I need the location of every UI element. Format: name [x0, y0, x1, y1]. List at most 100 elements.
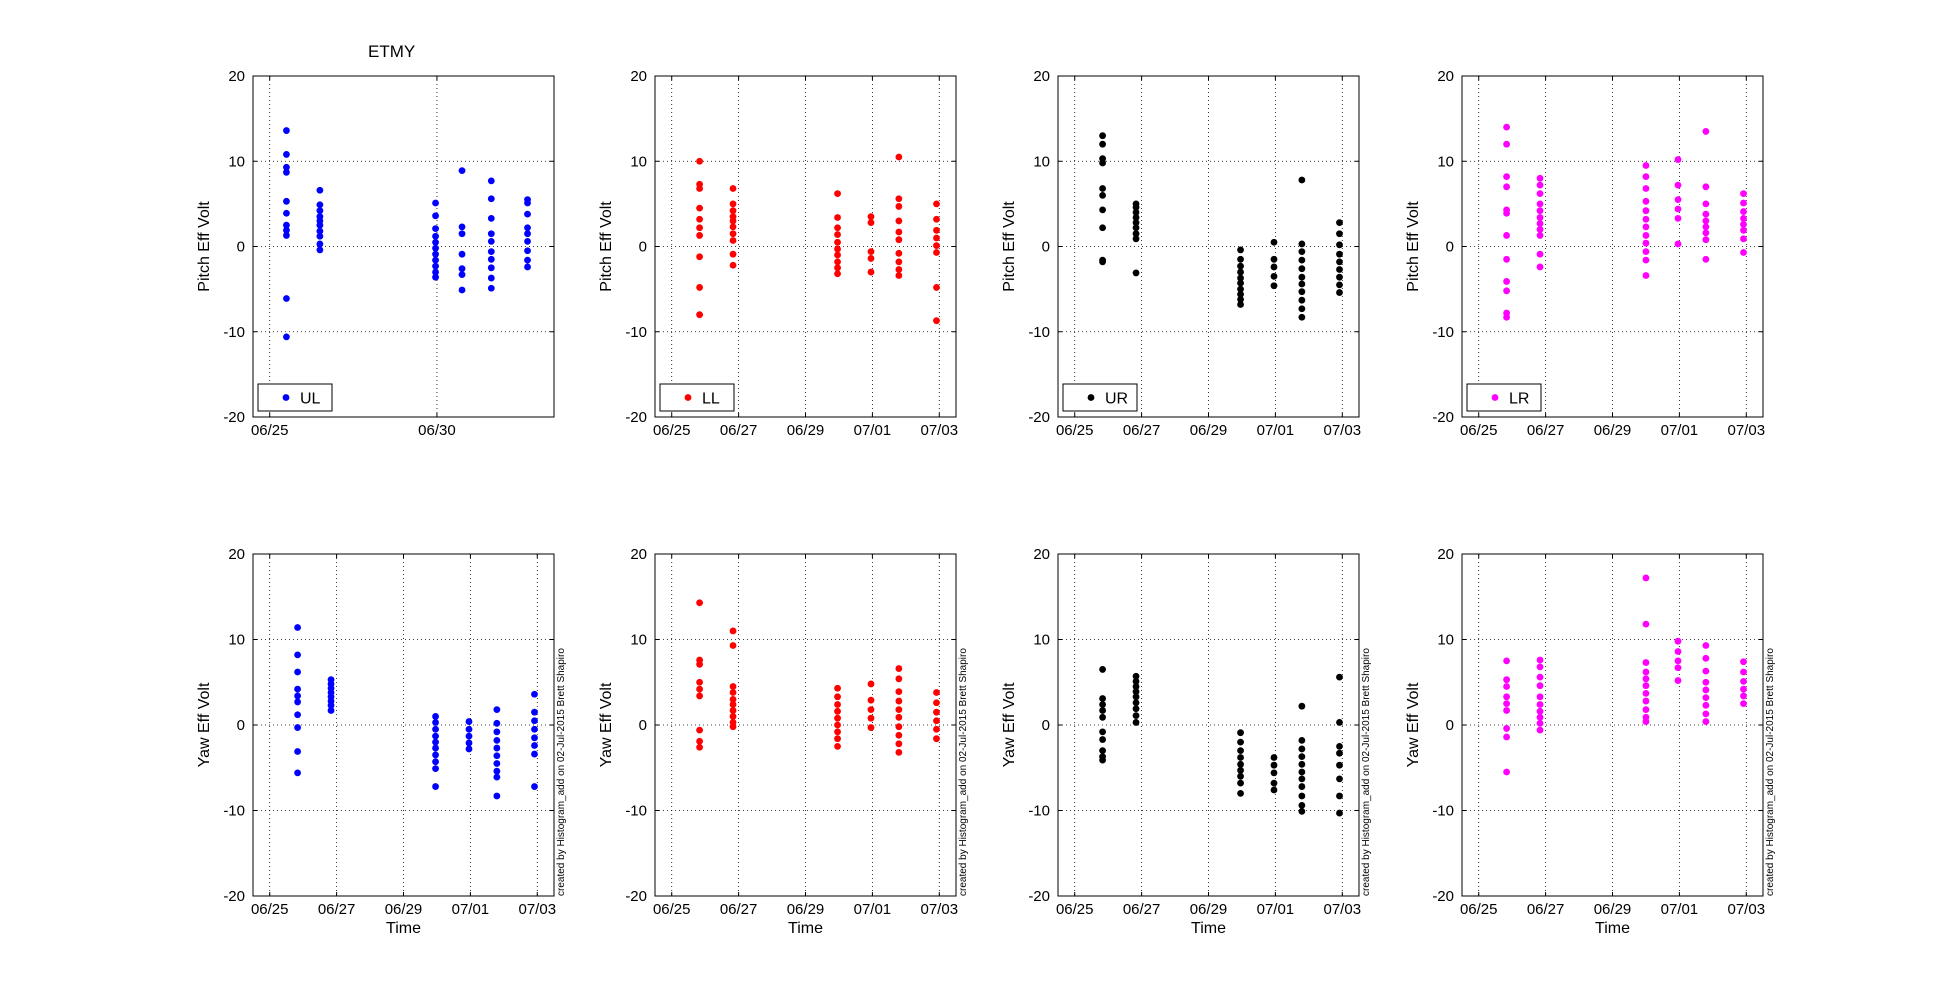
- data-point: [294, 769, 301, 777]
- data-point: [1536, 250, 1544, 258]
- y-tick-label: -10: [223, 803, 245, 820]
- y-tick-label: -10: [1028, 803, 1050, 820]
- data-point: [867, 680, 875, 688]
- data-point: [1642, 668, 1650, 676]
- data-point: [1237, 747, 1244, 755]
- data-point: [294, 692, 301, 700]
- x-tick-label: 06/27: [1527, 422, 1565, 439]
- plot-area: [1058, 76, 1359, 417]
- data-point: [1132, 224, 1140, 232]
- y-tick-label: -10: [625, 324, 647, 341]
- data-point: [493, 792, 501, 800]
- data-point: [1674, 214, 1682, 222]
- y-tick-label: 20: [228, 68, 245, 85]
- y-tick-label: -10: [1432, 324, 1454, 341]
- data-point: [1536, 719, 1544, 727]
- data-point: [1740, 668, 1747, 676]
- y-tick-label: -20: [625, 409, 647, 426]
- data-point: [458, 167, 466, 175]
- y-axis-label: Yaw Eff Volt: [196, 682, 213, 767]
- data-point: [895, 195, 903, 203]
- data-point: [1642, 682, 1650, 690]
- data-point: [458, 230, 466, 238]
- data-point: [933, 200, 940, 208]
- data-point: [493, 719, 501, 727]
- data-point: [283, 333, 290, 341]
- data-point: [1336, 289, 1343, 296]
- data-point: [895, 249, 903, 257]
- data-point: [1336, 258, 1343, 266]
- data-point: [1642, 223, 1650, 231]
- data-point: [283, 168, 290, 176]
- data-point: [834, 251, 841, 259]
- data-point: [834, 707, 841, 715]
- data-point: [834, 270, 841, 278]
- data-point: [729, 707, 737, 714]
- data-point: [696, 678, 703, 686]
- data-point: [294, 685, 301, 693]
- data-point: [895, 266, 903, 273]
- data-point: [458, 265, 466, 273]
- data-point: [1536, 226, 1544, 233]
- data-point: [895, 697, 903, 705]
- data-point: [933, 284, 940, 291]
- data-point: [895, 748, 903, 756]
- data-point: [1740, 208, 1747, 215]
- x-tick-label: 06/29: [1190, 422, 1228, 439]
- y-tick-label: 20: [630, 546, 647, 563]
- x-axis-label: Time: [788, 920, 823, 937]
- legend-box: [1466, 383, 1542, 412]
- data-point: [1674, 196, 1682, 204]
- x-tick-label: 07/03: [1324, 901, 1362, 918]
- data-point: [1642, 256, 1650, 264]
- data-point: [933, 725, 940, 733]
- y-tick-label: 10: [1437, 632, 1454, 649]
- data-point: [294, 724, 301, 731]
- data-point: [1642, 207, 1650, 215]
- data-point: [1237, 760, 1244, 768]
- plot-area: [1058, 554, 1359, 896]
- data-point: [1132, 677, 1140, 685]
- data-point: [1503, 676, 1510, 684]
- data-point: [1536, 220, 1544, 227]
- data-point: [1642, 689, 1650, 697]
- data-point: [1740, 214, 1747, 222]
- data-point: [696, 284, 703, 291]
- data-point: [834, 231, 841, 238]
- data-point: [1536, 726, 1544, 734]
- data-point: [895, 153, 903, 161]
- data-point: [1298, 783, 1306, 790]
- data-point: [1237, 790, 1244, 797]
- data-point: [1536, 673, 1544, 681]
- data-point: [1237, 729, 1244, 737]
- x-tick-label: 06/27: [1123, 422, 1161, 439]
- data-point: [867, 696, 875, 704]
- data-point: [487, 264, 495, 272]
- data-point: [696, 660, 703, 668]
- data-point: [1702, 236, 1710, 244]
- data-point: [867, 706, 875, 714]
- y-tick-label: 20: [1033, 546, 1050, 563]
- data-point: [524, 256, 531, 264]
- data-point: [327, 701, 335, 709]
- data-point: [294, 698, 301, 706]
- data-point: [834, 735, 841, 743]
- data-point: [524, 237, 531, 245]
- data-point: [294, 624, 301, 631]
- data-point: [524, 230, 531, 238]
- data-point: [1536, 214, 1544, 221]
- data-point: [1132, 719, 1140, 726]
- data-point: [729, 185, 737, 192]
- chart-panel-1: -20 -10 0 10 20 06/25 06/27 06/29 07/01 07/03 Pitc…: [598, 68, 958, 439]
- data-point: [283, 232, 290, 239]
- data-point: [1099, 206, 1106, 214]
- chart-panel-5: -20 -10 0 10 20 06/25 06/27 06/29 07/01 07/03 Yaw …: [598, 546, 969, 937]
- data-point: [696, 692, 703, 700]
- data-point: [432, 744, 439, 752]
- data-point: [1132, 693, 1140, 701]
- x-tick-label: 06/27: [720, 901, 758, 918]
- data-point: [1336, 792, 1343, 800]
- data-point: [729, 642, 737, 649]
- data-point: [1740, 658, 1747, 666]
- data-point: [493, 736, 501, 744]
